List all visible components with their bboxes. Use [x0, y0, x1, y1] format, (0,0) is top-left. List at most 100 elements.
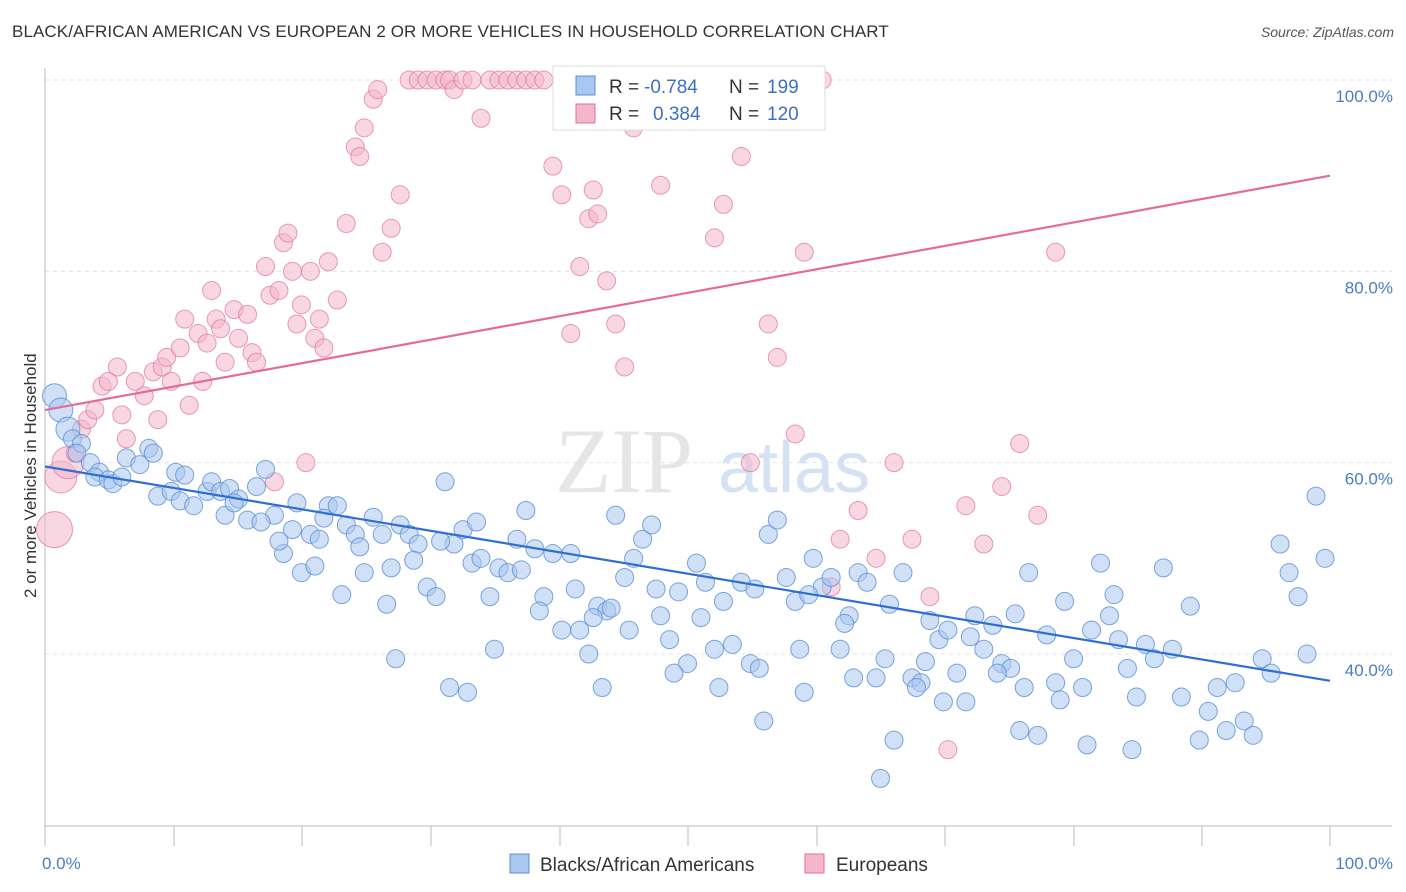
blacks-point [915, 652, 935, 672]
europeans-point [85, 400, 105, 420]
blacks-point [633, 529, 653, 549]
blacks-point [956, 692, 976, 712]
europeans-point [202, 280, 222, 300]
europeans-point [211, 319, 231, 339]
europeans-point [570, 257, 590, 277]
blacks-point [543, 544, 563, 564]
europeans-point [296, 453, 316, 473]
bottom-legend-label-pink: Europeans [836, 855, 928, 876]
blacks-point [745, 579, 765, 599]
europeans-point [588, 204, 608, 224]
blacks-point [1028, 725, 1048, 745]
europeans-point [651, 175, 671, 195]
blacks-point [857, 572, 877, 592]
blacks-point [606, 505, 626, 525]
europeans-point [197, 333, 217, 353]
blacks-point [1126, 687, 1146, 707]
blacks-point [282, 520, 302, 540]
europeans-point [179, 395, 199, 415]
blacks-point [363, 507, 383, 527]
grid [45, 79, 1392, 655]
blacks-point [754, 711, 774, 731]
europeans-point [282, 261, 302, 281]
blacks-point [619, 620, 639, 640]
europeans-point [767, 347, 787, 367]
blacks-point [251, 512, 271, 532]
legend-r-value-blue: -0.784 [644, 77, 698, 98]
blacks-point [933, 692, 953, 712]
blacks-point [1005, 604, 1025, 624]
blacks-point [579, 644, 599, 664]
blacks-point [305, 556, 325, 576]
blacks-point [350, 537, 370, 557]
blacks-point [471, 548, 491, 568]
europeans-points [35, 70, 1066, 760]
axes [44, 68, 1392, 846]
blacks-point [565, 579, 585, 599]
europeans-point [956, 496, 976, 516]
blacks-point [803, 548, 823, 568]
blacks-point [1297, 644, 1317, 664]
watermark: ZIP atlas [555, 410, 870, 512]
europeans-point [247, 352, 267, 372]
legend-swatch-pink [575, 103, 596, 124]
blacks-point [1198, 701, 1218, 721]
europeans-point [866, 548, 886, 568]
blacks-point [408, 534, 428, 554]
europeans-point [992, 477, 1012, 497]
blacks-point [130, 455, 150, 475]
blacks-point [431, 531, 451, 551]
blacks-point [651, 606, 671, 626]
blacks-point [1082, 620, 1102, 640]
blacks-point [1064, 649, 1084, 669]
europeans-point [372, 242, 392, 262]
europeans-point [731, 147, 751, 167]
blacks-point [893, 563, 913, 583]
europeans-point [938, 740, 958, 760]
blacks-point [906, 677, 926, 697]
blacks-point [484, 639, 504, 659]
blacks-point [552, 620, 572, 640]
blacks-point [1117, 658, 1137, 678]
blacks-point [1104, 585, 1124, 605]
blacks-point [1243, 725, 1263, 745]
europeans-point [112, 405, 132, 425]
europeans-point [314, 338, 334, 358]
europeans-point [255, 257, 275, 277]
europeans-point [229, 328, 249, 348]
legend-r-value-pink: 0.384 [653, 104, 701, 125]
x-tick-label-0: 0.0% [42, 854, 81, 873]
y-tick-label-100: 100.0% [1335, 87, 1393, 106]
europeans-point [35, 511, 73, 549]
blacks-point [987, 663, 1007, 683]
europeans-point [740, 453, 760, 473]
europeans-point [713, 194, 733, 214]
blacks-point [1046, 673, 1066, 693]
blacks-point [1279, 563, 1299, 583]
blacks-point [678, 654, 697, 674]
blacks-point [570, 620, 590, 640]
blacks-point [372, 524, 392, 544]
europeans-point [300, 261, 320, 281]
legend-n-label-blue: N = [729, 77, 759, 98]
x-tick-label-1: 100.0% [1335, 854, 1393, 873]
blacks-point [143, 443, 163, 463]
blacks-point [767, 510, 787, 530]
europeans-point [269, 280, 289, 300]
blacks-point [664, 663, 684, 683]
blacks-point [709, 677, 729, 697]
blacks-point [458, 682, 478, 702]
blacks-point [1180, 596, 1200, 616]
bottom-legend-label-blue: Blacks/African Americans [540, 855, 754, 876]
blacks-point [947, 663, 967, 683]
blacks-point [1252, 649, 1272, 669]
europeans-point [597, 271, 617, 291]
blacks-point [960, 627, 980, 647]
europeans-point [471, 108, 491, 128]
blacks-point [1122, 740, 1142, 760]
europeans-point [1010, 434, 1030, 454]
bottom-legend-swatch-pink [804, 853, 825, 874]
blacks-point [660, 630, 680, 650]
y-tick-label-60: 60.0% [1345, 470, 1393, 489]
blacks-point [269, 531, 289, 551]
